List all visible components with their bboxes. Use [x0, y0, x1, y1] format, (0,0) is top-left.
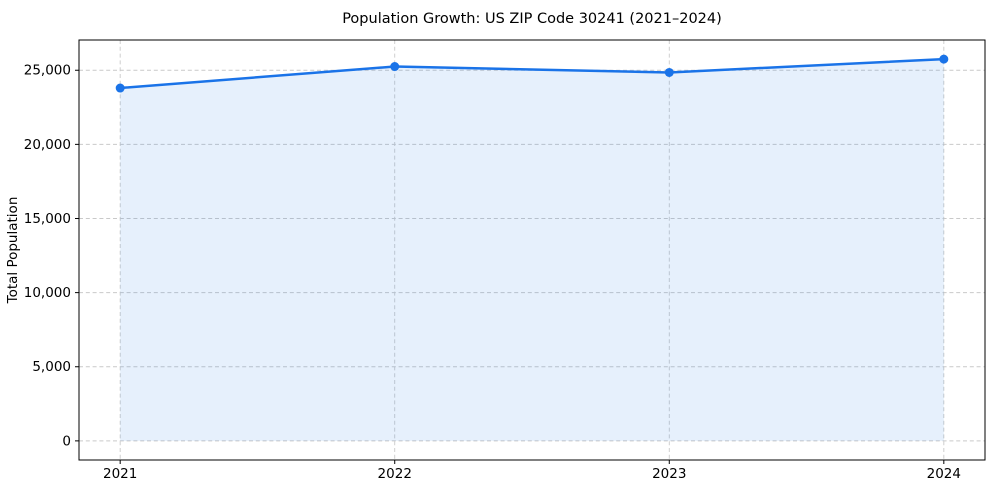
data-series — [115, 54, 949, 441]
x-tick-label-2022: 2022 — [378, 466, 412, 482]
axes: 0 5,000 10,000 15,000 20,000 25,000 2021 2022 20… — [24, 39, 986, 482]
y-tick-label-15000: 15,000 — [24, 211, 71, 227]
y-tick-label-0: 0 — [62, 433, 71, 449]
y-tick-label-5000: 5,000 — [32, 359, 71, 375]
data-line — [118, 57, 946, 90]
x-tick-label-2023: 2023 — [652, 466, 686, 482]
area-fill — [120, 59, 944, 441]
data-point-2024 — [939, 54, 949, 64]
gridlines — [79, 40, 985, 460]
data-point-2023 — [664, 67, 674, 77]
y-tick-label-25000: 25,000 — [24, 63, 71, 79]
chart-title: Population Growth: US ZIP Code 30241 (20… — [342, 11, 722, 27]
plot-border — [78, 39, 986, 461]
y-tick-label-20000: 20,000 — [24, 137, 71, 153]
x-tick-label-2021: 2021 — [103, 466, 137, 482]
data-point-2021 — [115, 83, 125, 93]
x-tick-label-2024: 2024 — [927, 466, 961, 482]
y-axis-label: Total Population — [5, 197, 21, 305]
data-point-2022 — [390, 62, 400, 72]
y-tick-label-10000: 10,000 — [24, 285, 71, 301]
